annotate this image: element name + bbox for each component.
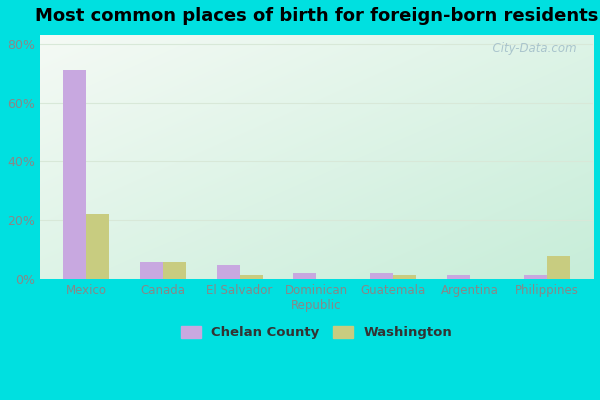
Bar [217,264,239,279]
Bar [239,275,263,279]
Bar [393,275,416,279]
Bar [524,275,547,279]
Bar [86,214,109,279]
Bar [140,262,163,279]
Bar [63,70,86,279]
Text: City-Data.com: City-Data.com [485,42,577,55]
Title: Most common places of birth for foreign-born residents: Most common places of birth for foreign-… [35,7,598,25]
Bar [547,256,570,279]
Bar [163,262,186,279]
Legend: Chelan County, Washington: Chelan County, Washington [175,319,458,346]
Bar [447,275,470,279]
Bar [370,273,393,279]
Bar [293,273,316,279]
